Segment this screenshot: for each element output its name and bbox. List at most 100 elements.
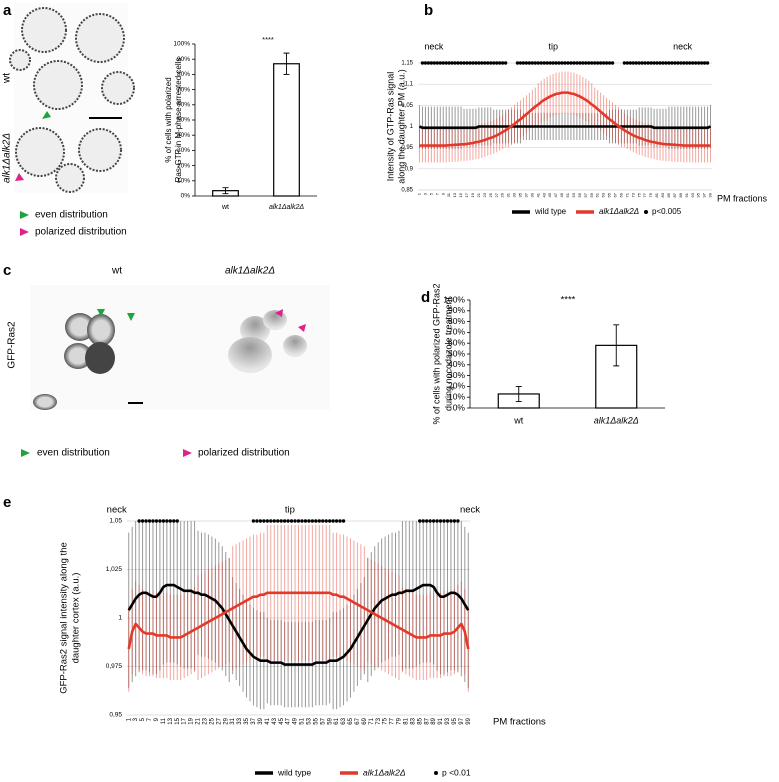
y-axis-label: along the daughter PM (a.u.) xyxy=(396,69,406,184)
significance-dot xyxy=(438,519,443,523)
legend-swatch xyxy=(644,210,648,214)
significance-dot xyxy=(251,519,256,523)
significance-dot xyxy=(258,519,263,523)
significance-dot xyxy=(679,61,683,65)
significance-dot xyxy=(515,61,520,65)
y-tick-label: 80% xyxy=(448,316,465,326)
x-tick-label: 21 xyxy=(476,192,481,197)
x-tick-label: 51 xyxy=(565,192,570,197)
x-tick-label: 19 xyxy=(189,717,195,724)
significance-dot xyxy=(462,61,466,65)
y-tick-label: 1 xyxy=(118,615,122,622)
significance-dot xyxy=(327,519,332,523)
x-tick-label: 29 xyxy=(500,192,505,197)
significance-dot xyxy=(643,61,647,65)
x-axis-label: PM fractions xyxy=(493,717,546,728)
x-tick-label: 51 xyxy=(300,717,306,724)
x-tick-label: 33 xyxy=(237,717,243,724)
significance-dot xyxy=(664,61,668,65)
legend-marker xyxy=(20,211,29,219)
x-tick-label: 63 xyxy=(341,717,347,724)
y-tick-label: 20% xyxy=(177,162,190,169)
x-tick-label: 53 xyxy=(306,717,312,724)
significance-dot xyxy=(175,519,179,523)
significance-dot xyxy=(610,61,615,65)
significance-dot xyxy=(453,61,457,65)
legend-label: even distribution xyxy=(37,448,110,459)
x-tick-label: 91 xyxy=(684,192,689,197)
panel-letter: e xyxy=(3,494,11,511)
x-tick-label: 85 xyxy=(666,192,671,197)
significance-dot xyxy=(334,519,339,523)
significance-dot xyxy=(702,61,707,65)
significance-dot xyxy=(452,519,457,523)
error-bar xyxy=(222,187,229,195)
x-tick-label: 81 xyxy=(654,192,659,197)
y-axis-label: % of cells with polarized xyxy=(164,77,173,162)
significance-dot xyxy=(494,61,499,65)
significance-dot xyxy=(450,61,454,65)
significance-dot xyxy=(566,61,570,65)
x-tick-label: 23 xyxy=(482,192,487,197)
significance-dot xyxy=(296,519,301,523)
x-tick-label: 9 xyxy=(154,717,160,721)
significance-dot xyxy=(693,61,698,65)
x-tick-label: 55 xyxy=(313,717,319,724)
x-tick-label: 47 xyxy=(553,192,558,197)
error-bar xyxy=(515,385,522,402)
significance-dot xyxy=(595,61,600,65)
x-tick-label: 75 xyxy=(636,192,641,197)
significance-dot xyxy=(324,519,328,523)
error-bars xyxy=(128,521,469,710)
x-tick-label: 69 xyxy=(362,717,368,724)
significance-dot xyxy=(592,61,597,65)
y-tick-label: 10% xyxy=(177,178,190,185)
x-tick-label: 37 xyxy=(523,192,528,197)
x-tick-label: 1 xyxy=(417,192,422,195)
y-tick-label: 70% xyxy=(177,86,190,93)
significance-dot xyxy=(676,61,680,65)
y-tick-label: 0,9 xyxy=(405,166,414,172)
y-tick-label: 0,95 xyxy=(401,145,413,151)
column-label: wt xyxy=(111,266,122,277)
significance-dot xyxy=(465,61,469,65)
series-line xyxy=(419,91,711,147)
significance-dot xyxy=(575,61,579,65)
panel-letter: b xyxy=(424,2,433,19)
significance-dot xyxy=(456,61,460,65)
x-tick-label: 59 xyxy=(589,192,594,197)
significance-dot xyxy=(658,61,662,65)
significance-dot xyxy=(431,519,436,523)
panel-letter: a xyxy=(3,2,12,19)
significance-dot xyxy=(272,519,276,523)
x-tick-label: 99 xyxy=(466,717,472,724)
significance-dot xyxy=(137,519,141,523)
significance-dot xyxy=(161,519,166,523)
significance-dot xyxy=(646,61,650,65)
significance-dot xyxy=(551,61,555,65)
significance-dot xyxy=(628,61,633,65)
row-label: GFP-Ras2 xyxy=(7,321,18,369)
significance-dot xyxy=(524,61,529,65)
x-tick-label: 73 xyxy=(630,192,635,197)
x-tick-label: 27 xyxy=(216,717,222,724)
annotation: **** xyxy=(262,35,274,44)
legend-label: wild type xyxy=(534,207,567,216)
x-tick-label: 13 xyxy=(168,717,174,724)
significance-dot xyxy=(435,519,439,523)
x-tick-label: 55 xyxy=(577,192,582,197)
significance-dot xyxy=(255,519,259,523)
row-label: wt xyxy=(2,73,13,84)
column-label: alk1Δalk2Δ xyxy=(225,266,275,277)
x-tick-label: 3 xyxy=(422,192,427,195)
x-tick-label: 43 xyxy=(541,192,546,197)
significance-dot xyxy=(667,61,671,65)
y-tick-label: 60% xyxy=(177,102,190,109)
y-axis-label: % of cells with polarized GFP-Ras2 xyxy=(431,283,441,424)
x-tick-label: 7 xyxy=(147,717,153,721)
significance-dot xyxy=(598,61,603,65)
x-tick-label: 87 xyxy=(424,717,430,724)
x-tick-label: 49 xyxy=(293,717,299,724)
x-tick-label: 89 xyxy=(678,192,683,197)
significance-dot xyxy=(503,61,508,65)
